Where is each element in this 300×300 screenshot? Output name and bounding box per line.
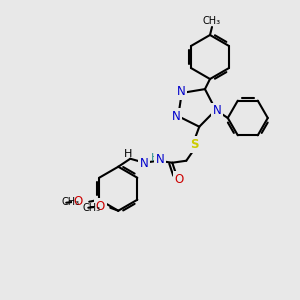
Text: CH₃: CH₃: [203, 16, 221, 26]
Text: N: N: [212, 104, 221, 118]
Text: H: H: [151, 153, 160, 163]
Text: O: O: [74, 195, 83, 208]
Text: CH₃: CH₃: [82, 203, 100, 213]
Text: CH₃: CH₃: [61, 197, 80, 207]
Text: N: N: [176, 85, 185, 98]
Text: O: O: [175, 173, 184, 186]
Text: O: O: [96, 200, 105, 213]
Text: N: N: [140, 157, 149, 170]
Text: N: N: [172, 110, 181, 123]
Text: H: H: [124, 149, 133, 159]
Text: N: N: [156, 153, 165, 166]
Text: S: S: [190, 138, 199, 151]
